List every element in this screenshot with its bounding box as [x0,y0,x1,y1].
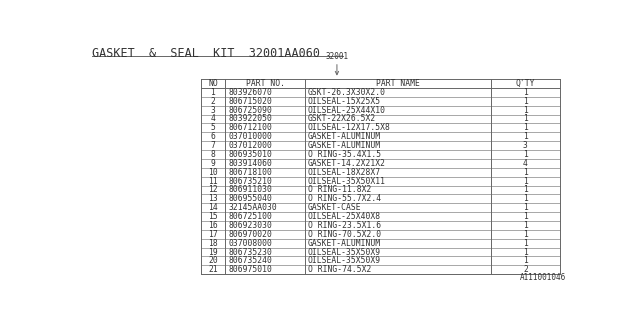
Text: 8: 8 [211,150,216,159]
Text: 806735240: 806735240 [228,256,272,265]
Text: 3: 3 [211,106,216,115]
Text: 32001: 32001 [325,52,349,60]
Text: 806911030: 806911030 [228,185,272,195]
Text: 15: 15 [208,212,218,221]
Text: 3: 3 [523,141,528,150]
Text: OILSEAL-12X17.5X8: OILSEAL-12X17.5X8 [308,123,390,132]
Text: 806935010: 806935010 [228,150,272,159]
Text: 1: 1 [211,88,216,97]
Text: 7: 7 [211,141,216,150]
Text: 1: 1 [523,177,528,186]
Text: GASKET-ALUMINUM: GASKET-ALUMINUM [308,239,381,248]
Text: 806715020: 806715020 [228,97,272,106]
Text: 1: 1 [523,256,528,265]
Text: 14: 14 [208,203,218,212]
Text: 1: 1 [523,212,528,221]
Text: 1: 1 [523,88,528,97]
Text: GASKET-ALUMINUM: GASKET-ALUMINUM [308,141,381,150]
Text: 10: 10 [208,168,218,177]
Text: 18: 18 [208,239,218,248]
Text: 16: 16 [208,221,218,230]
Text: PART NAME: PART NAME [376,79,420,88]
Text: O RING-23.5X1.6: O RING-23.5X1.6 [308,221,381,230]
Text: 037012000: 037012000 [228,141,272,150]
Text: 1: 1 [523,132,528,141]
Text: 6: 6 [211,132,216,141]
Text: OILSEAL-35X50X9: OILSEAL-35X50X9 [308,256,381,265]
Text: 4: 4 [211,115,216,124]
Text: OILSEAL-25X44X10: OILSEAL-25X44X10 [308,106,386,115]
Text: 13: 13 [208,194,218,203]
Text: NO: NO [208,79,218,88]
Text: 20: 20 [208,256,218,265]
Text: 806718100: 806718100 [228,168,272,177]
Text: O RING-70.5X2.0: O RING-70.5X2.0 [308,230,381,239]
Text: 11: 11 [208,177,218,186]
Text: GASKET-CASE: GASKET-CASE [308,203,362,212]
Text: OILSEAL-35X50X9: OILSEAL-35X50X9 [308,248,381,257]
Text: 1: 1 [523,115,528,124]
Text: O RING-35.4X1.5: O RING-35.4X1.5 [308,150,381,159]
Text: GASKET-14.2X21X2: GASKET-14.2X21X2 [308,159,386,168]
Text: 806735230: 806735230 [228,248,272,257]
Text: 1: 1 [523,221,528,230]
Text: O RING-74.5X2: O RING-74.5X2 [308,265,371,274]
Text: O RING-55.7X2.4: O RING-55.7X2.4 [308,194,381,203]
Text: 037008000: 037008000 [228,239,272,248]
Text: GSKT-22X26.5X2: GSKT-22X26.5X2 [308,115,376,124]
Text: GASKET-ALUMINUM: GASKET-ALUMINUM [308,132,381,141]
Text: 5: 5 [211,123,216,132]
Text: 1: 1 [523,248,528,257]
Text: 1: 1 [523,185,528,195]
Text: 806955040: 806955040 [228,194,272,203]
Text: 21: 21 [208,265,218,274]
Text: 1: 1 [523,203,528,212]
Text: 32145AA030: 32145AA030 [228,203,277,212]
Text: 037010000: 037010000 [228,132,272,141]
Text: 1: 1 [523,230,528,239]
Text: 803922050: 803922050 [228,115,272,124]
Text: OILSEAL-25X40X8: OILSEAL-25X40X8 [308,212,381,221]
Text: 1: 1 [523,123,528,132]
Text: 12: 12 [208,185,218,195]
Text: 806975010: 806975010 [228,265,272,274]
Text: 803914060: 803914060 [228,159,272,168]
Text: 1: 1 [523,168,528,177]
Text: 19: 19 [208,248,218,257]
Text: GSKT-26.3X30X2.0: GSKT-26.3X30X2.0 [308,88,386,97]
Text: 806725090: 806725090 [228,106,272,115]
Text: 806923030: 806923030 [228,221,272,230]
Text: 806970020: 806970020 [228,230,272,239]
Text: 2: 2 [211,97,216,106]
Text: OILSEAL-35X50X11: OILSEAL-35X50X11 [308,177,386,186]
Text: 806712100: 806712100 [228,123,272,132]
Text: 4: 4 [523,159,528,168]
Text: 2: 2 [523,265,528,274]
Text: 9: 9 [211,159,216,168]
Text: 806725100: 806725100 [228,212,272,221]
Text: Q'TY: Q'TY [516,79,535,88]
Text: PART NO.: PART NO. [246,79,285,88]
Text: GASKET  &  SEAL  KIT  32001AA060: GASKET & SEAL KIT 32001AA060 [92,47,321,60]
Text: 1: 1 [523,97,528,106]
Text: OILSEAL-15X25X5: OILSEAL-15X25X5 [308,97,381,106]
Text: O RING-11.8X2: O RING-11.8X2 [308,185,371,195]
Text: 806735210: 806735210 [228,177,272,186]
Text: 1: 1 [523,106,528,115]
Text: OILSEAL-18X28X7: OILSEAL-18X28X7 [308,168,381,177]
Text: 1: 1 [523,239,528,248]
Text: 803926070: 803926070 [228,88,272,97]
Text: 1: 1 [523,194,528,203]
Text: 17: 17 [208,230,218,239]
Text: 1: 1 [523,150,528,159]
Text: A111001046: A111001046 [520,273,566,282]
